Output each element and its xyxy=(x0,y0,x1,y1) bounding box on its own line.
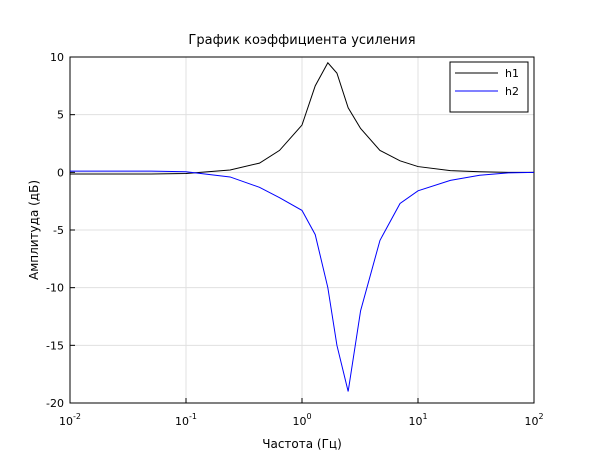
x-tick-exponent: -2 xyxy=(73,412,81,421)
plot-frame xyxy=(69,56,535,404)
y-tick-label: -10 xyxy=(46,282,64,295)
x-tick-exponent: 0 xyxy=(306,412,311,421)
y-tick-label: 10 xyxy=(50,51,64,64)
x-tick-base: 10 xyxy=(59,415,73,428)
y-tick-label: -20 xyxy=(46,397,64,410)
y-tick-label: 0 xyxy=(57,166,64,179)
y-axis-label: Амплитуда (дБ) xyxy=(27,180,41,280)
legend-box xyxy=(449,61,529,113)
legend-label: h2 xyxy=(505,85,519,98)
x-tick-exponent: 2 xyxy=(538,412,543,421)
line-series xyxy=(70,61,534,175)
line-series xyxy=(70,170,535,392)
x-tick-label: 100 xyxy=(292,412,311,428)
chart-title: График коэффициента усиления xyxy=(188,33,415,48)
y-tick-label: -15 xyxy=(46,339,64,352)
x-axis-label: Частота (Гц) xyxy=(262,437,342,451)
x-tick-base: 10 xyxy=(292,415,306,428)
x-tick-label: 102 xyxy=(524,412,543,428)
y-tick-label: 5 xyxy=(57,109,64,122)
y-tick-label: -5 xyxy=(53,224,64,237)
x-tick-exponent: 1 xyxy=(422,412,427,421)
x-tick-base: 10 xyxy=(175,415,189,428)
x-tick-label: 101 xyxy=(408,412,427,428)
x-tick-label: 10-1 xyxy=(175,412,197,428)
x-tick-label: 10-2 xyxy=(59,412,81,428)
x-tick-base: 10 xyxy=(408,415,422,428)
x-tick-exponent: -1 xyxy=(189,412,197,421)
x-tick-base: 10 xyxy=(524,415,538,428)
legend-label: h1 xyxy=(505,67,519,80)
